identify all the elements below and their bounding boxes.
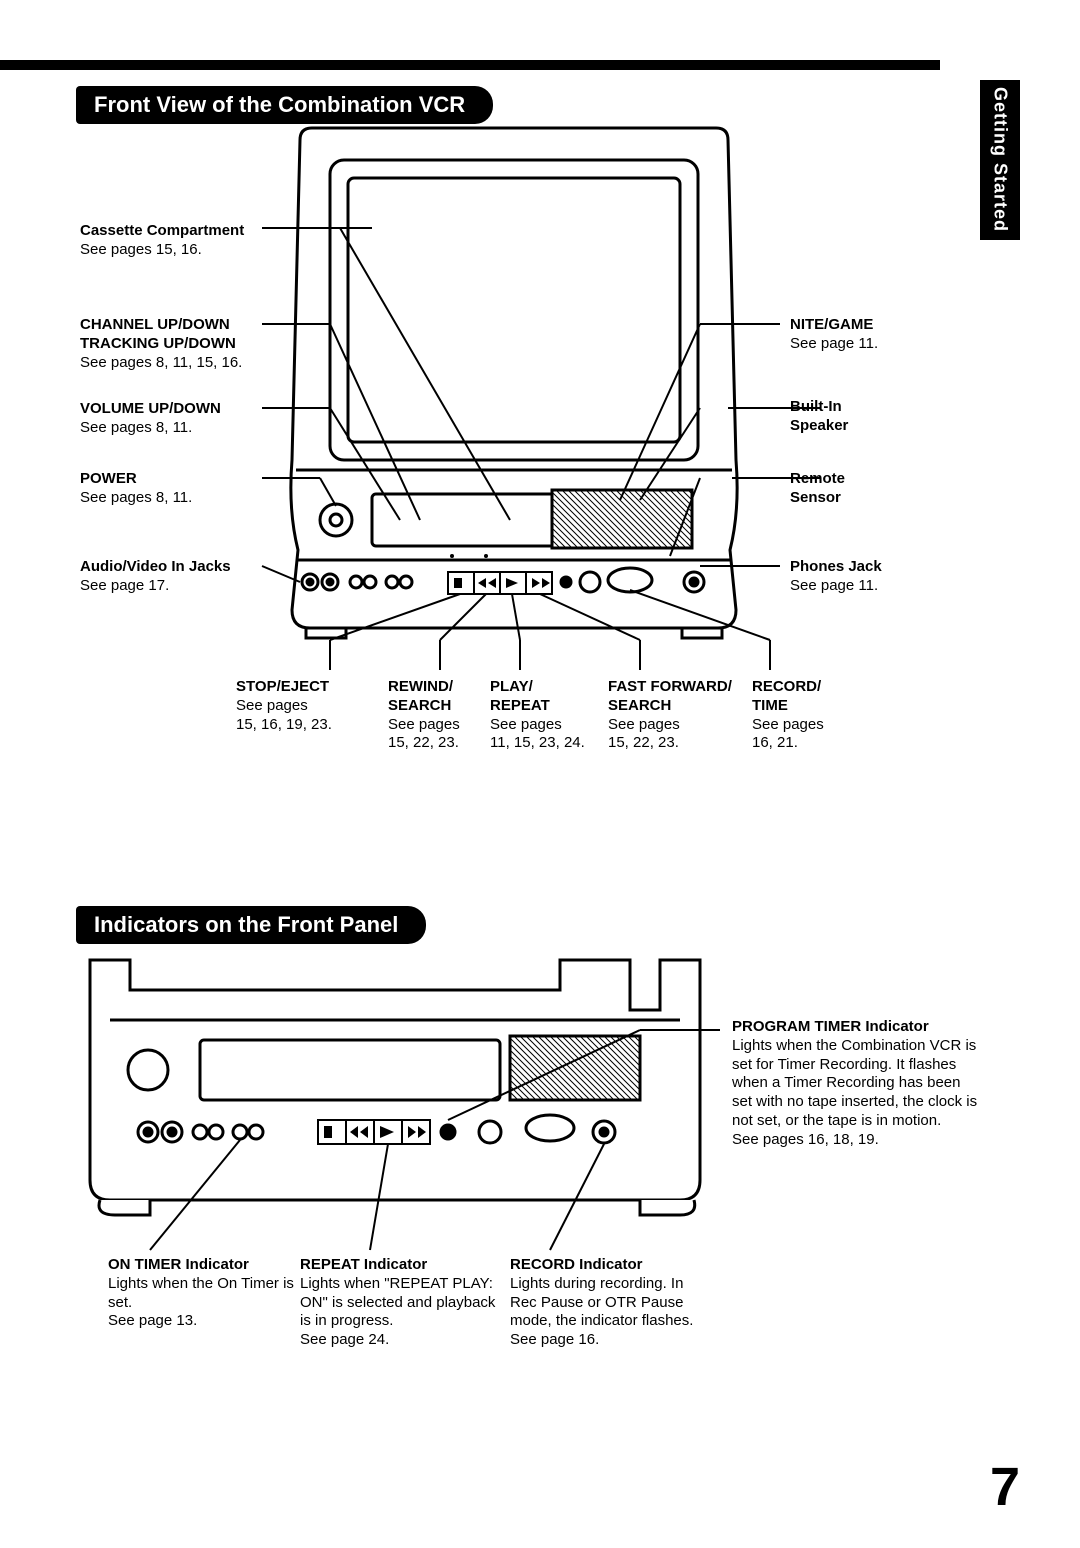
callout-label: RECORD/ TIMESee pages 16, 21. bbox=[752, 678, 882, 753]
program-timer-title: PROGRAM TIMER Indicator bbox=[732, 1018, 982, 1037]
callout-label: FAST FORWARD/ SEARCHSee pages 15, 22, 23… bbox=[608, 678, 738, 753]
indicator-label: REPEAT IndicatorLights when "REPEAT PLAY… bbox=[300, 1256, 500, 1350]
page-number: 7 bbox=[990, 1456, 1020, 1518]
callout-label: VOLUME UP/DOWNSee pages 8, 11. bbox=[80, 400, 280, 438]
callout-label: Audio/Video In JacksSee page 17. bbox=[80, 558, 280, 596]
program-timer-label: PROGRAM TIMER Indicator Lights when the … bbox=[732, 1018, 982, 1149]
callout-label: NITE/GAMESee page 11. bbox=[790, 316, 950, 354]
callout-label: POWERSee pages 8, 11. bbox=[80, 470, 280, 508]
callout-label: Remote Sensor bbox=[790, 470, 950, 508]
front-panel-diagram bbox=[90, 960, 700, 1215]
indicator-label: ON TIMER IndicatorLights when the On Tim… bbox=[108, 1256, 308, 1331]
callout-label: PLAY/ REPEATSee pages 11, 15, 23, 24. bbox=[490, 678, 620, 753]
callout-label: Built-In Speaker bbox=[790, 398, 950, 436]
callout-label: STOP/EJECTSee pages 15, 16, 19, 23. bbox=[236, 678, 366, 734]
indicator-label: RECORD IndicatorLights during recording.… bbox=[510, 1256, 710, 1350]
callout-label: Cassette CompartmentSee pages 15, 16. bbox=[80, 222, 280, 260]
program-timer-body: Lights when the Combination VCR is set f… bbox=[732, 1037, 977, 1148]
callout-label: Phones JackSee page 11. bbox=[790, 558, 950, 596]
callout-label: CHANNEL UP/DOWN TRACKING UP/DOWNSee page… bbox=[80, 316, 280, 372]
